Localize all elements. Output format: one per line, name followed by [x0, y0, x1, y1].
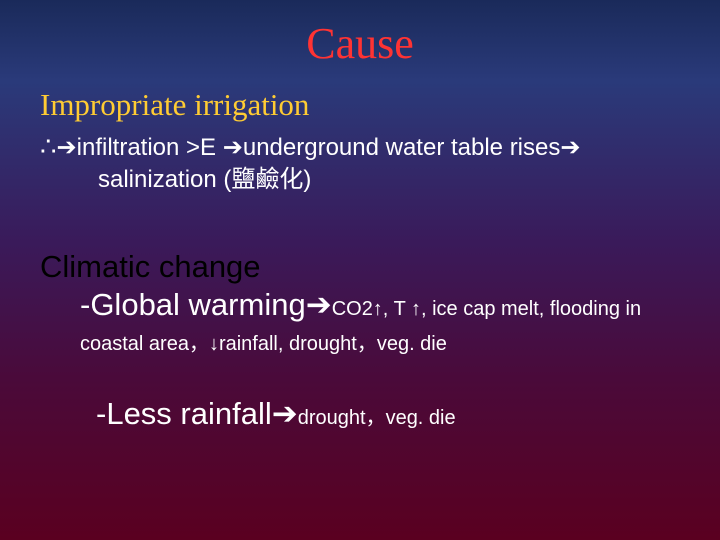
- climatic-section: Climatic change -Global warming➔CO2↑, T …: [40, 249, 680, 432]
- irrigation-line1: ∴➔infiltration >E ➔underground water tab…: [40, 129, 680, 164]
- slide-title: Cause: [0, 0, 720, 69]
- arrow-icon: ➔: [223, 134, 243, 161]
- arrow-icon: ➔: [272, 396, 298, 431]
- coastal-line: coastal area，↓rainfall, drought，veg. die: [80, 327, 680, 356]
- slide-content: Impropriate irrigation ∴➔infiltration >E…: [0, 69, 720, 432]
- less-prefix: -Less rainfall: [96, 396, 272, 431]
- infiltration-text: infiltration >E: [77, 134, 223, 161]
- irrigation-line2: salinization (鹽鹼化): [98, 164, 680, 196]
- arrow-icon: ➔: [57, 134, 77, 161]
- less-rainfall-line: -Less rainfall➔drought，veg. die: [96, 396, 680, 432]
- irrigation-heading: Impropriate irrigation: [40, 87, 680, 123]
- watertable-text: underground water table rises: [243, 134, 561, 161]
- global-prefix: -Global warming: [80, 287, 306, 322]
- global-warming-line: -Global warming➔CO2↑, T ↑, ice cap melt,…: [80, 285, 680, 325]
- slide: Cause Impropriate irrigation ∴➔infiltrat…: [0, 0, 720, 540]
- global-detail: CO2↑, T ↑, ice cap melt, flooding in: [332, 298, 641, 320]
- arrow-icon: ➔: [560, 134, 580, 161]
- less-detail: drought，veg. die: [298, 407, 456, 429]
- climatic-heading: Climatic change: [40, 249, 680, 285]
- arrow-icon: ➔: [306, 287, 332, 322]
- therefore-symbol: ∴: [40, 131, 57, 161]
